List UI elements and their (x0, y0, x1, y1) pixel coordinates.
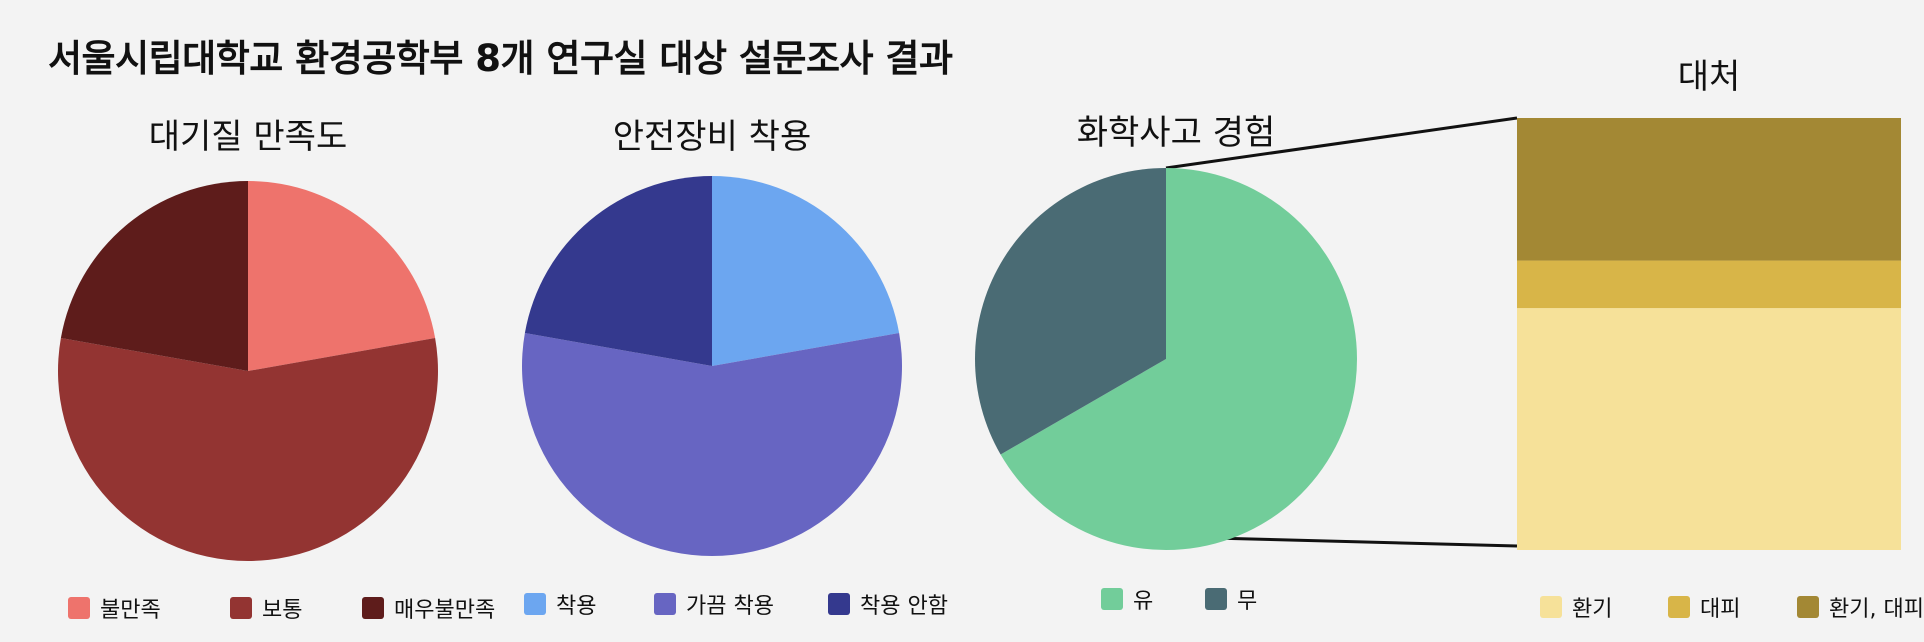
chart-title: 대처 (1678, 57, 1741, 97)
legend-label: 환기 (1572, 597, 1612, 622)
legend-swatch (1205, 588, 1227, 610)
pie-slice (60, 181, 248, 371)
connector-line-bottom (1211, 536, 1518, 548)
legend-swatch (524, 593, 546, 615)
stacked-bar-response: 대처 환기 대피 환기, 대피 (1517, 57, 1924, 622)
page-title: 서울시립대학교 환경공학부 8개 연구실 대상 설문조사 결과 (48, 37, 953, 80)
connector-line-top (1165, 116, 1518, 170)
legend-swatch (828, 593, 850, 615)
pie-slice (1000, 168, 1358, 550)
legend-label: 불만족 (100, 598, 161, 623)
bar-segment (1517, 260, 1901, 309)
chart-title: 대기질 만족도 (149, 117, 348, 157)
legend-label: 착용 안함 (860, 594, 948, 619)
pie-slice (57, 338, 438, 562)
legend-swatch (1797, 596, 1819, 618)
legend-label: 매우불만족 (394, 598, 495, 623)
legend-swatch (68, 597, 90, 619)
legend-swatch (1101, 588, 1123, 610)
bar-segment (1517, 118, 1901, 261)
pie-slice (975, 168, 1166, 455)
legend-label: 무 (1237, 589, 1257, 614)
pie-slice (524, 176, 712, 366)
chart-title: 화학사고 경험 (1077, 113, 1276, 153)
chart-title: 안전장비 착용 (613, 117, 812, 157)
legend-label: 착용 (556, 594, 596, 619)
legend-swatch (1540, 596, 1562, 618)
pie-chart-air-quality: 대기질 만족도 불만족 보통 매우불만족 (57, 117, 495, 623)
legend-label: 가끔 착용 (686, 594, 774, 619)
pie-slice (522, 333, 902, 557)
legend-label: 보통 (262, 598, 302, 623)
legend-swatch (230, 597, 252, 619)
legend-swatch (654, 593, 676, 615)
legend-label: 대피 (1700, 597, 1740, 622)
pie-chart-chemical-accident: 화학사고 경험 유 무 (975, 113, 1518, 614)
legend-swatch (362, 597, 384, 619)
legend-label: 유 (1133, 589, 1153, 614)
legend-swatch (1668, 596, 1690, 618)
pie-slice (712, 176, 900, 366)
legend-label: 환기, 대피 (1829, 597, 1924, 622)
bar-segment (1517, 308, 1901, 550)
pie-slice (248, 181, 436, 371)
pie-chart-safety-gear: 안전장비 착용 착용 가끔 착용 착용 안함 (522, 117, 948, 619)
